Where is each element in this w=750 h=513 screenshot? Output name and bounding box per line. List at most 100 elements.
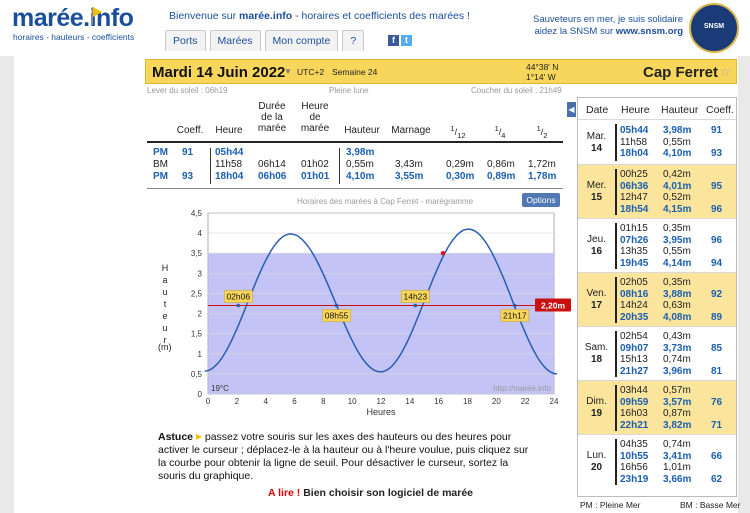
th-heure-maree: Heure de marée xyxy=(297,101,333,134)
twitter-icon[interactable]: t xyxy=(401,35,412,46)
y-axis-letter: t xyxy=(163,299,167,309)
nav-marees[interactable]: Marées xyxy=(209,30,261,51)
crossing-label: 14h23 xyxy=(403,292,427,302)
day-label: Sam. 18 xyxy=(578,342,615,366)
day-coeff: 76 xyxy=(711,396,723,408)
sb-h-date: Date xyxy=(586,104,609,116)
table-divider xyxy=(147,141,563,143)
date-header: Mardi 14 Juin 2022 ▼ UTC+2 Semaine 24 44… xyxy=(145,59,737,84)
th-duree-3: marée xyxy=(257,123,287,134)
x-tick-label: 12 xyxy=(377,397,386,406)
day-height: 3,57m xyxy=(663,396,692,408)
day-height: 3,88m xyxy=(663,288,692,300)
alire-link[interactable]: A lire ! Bien choisir son logiciel de ma… xyxy=(268,487,473,499)
day-coeff: 94 xyxy=(711,257,723,269)
th-1-4: 1/4 xyxy=(494,124,506,140)
day-label: Jeu. 16 xyxy=(578,234,615,258)
collapse-sidebar-icon[interactable]: ◀ xyxy=(567,102,576,117)
crossing-point xyxy=(236,303,241,308)
day-coeff: 85 xyxy=(711,342,723,354)
th-hauteur: Hauteur xyxy=(344,125,380,136)
th-hm-1: Heure xyxy=(301,101,329,112)
threshold-label-bg xyxy=(535,298,571,312)
day-block[interactable]: Mar. 14 05h44 3,98m 91 11h58 0,55m 18h04 4,10m 93 xyxy=(578,119,736,164)
nav-help[interactable]: ? xyxy=(342,30,365,51)
x-tick-label: 20 xyxy=(492,397,501,406)
day-name: Mer. xyxy=(586,180,607,191)
tide-cell-duree: 06h06 xyxy=(258,171,287,182)
welcome-text: Bienvenue sur marée.info - horaires et c… xyxy=(169,10,470,22)
y-tick-label: 2,5 xyxy=(191,289,203,298)
site-logo[interactable]: marée.info xyxy=(12,4,134,32)
favorite-star-icon[interactable]: ☆ xyxy=(720,65,731,79)
day-coeff: 71 xyxy=(711,419,723,431)
nav-ports[interactable]: Ports xyxy=(165,30,206,51)
temperature-label: 19°C xyxy=(211,384,229,393)
day-label: Mar. 14 xyxy=(578,131,615,155)
day-name: Sam. xyxy=(584,342,609,353)
sb-h-coeff: Coeff. xyxy=(706,104,734,116)
welcome-site: marée.info xyxy=(239,10,293,22)
tide-cell-f4: 0,89m xyxy=(487,171,516,182)
header-week: Semaine 24 xyxy=(332,67,378,77)
day-block[interactable]: Mer. 15 00h25 0,42m 06h36 4,01m 95 12h47 0,52m 18… xyxy=(578,164,736,218)
snsm-logo[interactable]: SNSM xyxy=(689,3,739,53)
header-date[interactable]: Mardi 14 Juin 2022 xyxy=(152,64,286,81)
x-tick-label: 6 xyxy=(292,397,297,406)
day-number: 15 xyxy=(590,192,603,203)
day-height: 3,73m xyxy=(663,342,692,354)
day-coeff: 66 xyxy=(711,450,723,462)
day-time: 09h07 xyxy=(620,342,649,354)
y-tick-label: 4,5 xyxy=(191,209,203,218)
x-tick-label: 2 xyxy=(235,397,240,406)
chevron-down-icon[interactable]: ▼ xyxy=(284,67,292,76)
crossing-label-bg xyxy=(223,290,253,303)
tide-cell-coeff: 91 xyxy=(182,147,194,158)
day-height: 0,57m xyxy=(663,385,691,396)
tide-cell-marnage: 3,55m xyxy=(395,171,424,182)
x-tick-label: 8 xyxy=(321,397,326,406)
day-separator xyxy=(615,331,617,377)
day-time: 01h15 xyxy=(620,223,648,234)
options-button[interactable]: Options xyxy=(522,193,560,207)
chart-title: Horaires des marées à Cap Ferret - marég… xyxy=(296,197,474,206)
tide-cell-f4: 0,86m xyxy=(487,159,515,170)
tide-cell-f12: 0,30m xyxy=(446,171,475,182)
day-height: 4,01m xyxy=(663,180,692,192)
day-separator xyxy=(615,223,617,269)
day-time: 21h27 xyxy=(620,365,649,377)
nav-mon-compte[interactable]: Mon compte xyxy=(264,30,339,51)
crossing-point xyxy=(334,303,339,308)
day-number: 17 xyxy=(590,300,603,311)
flag-icon xyxy=(195,434,202,440)
threshold-label: 2,20m xyxy=(541,301,566,311)
day-time: 20h35 xyxy=(620,311,649,323)
day-time: 16h56 xyxy=(620,462,648,473)
day-block[interactable]: Sam. 18 02h54 0,43m 09h07 3,73m 85 15h13 0,74m 21… xyxy=(578,326,736,380)
day-block[interactable]: Lun. 20 04h35 0,74m 10h55 3,41m 66 16h56 1,01m 23… xyxy=(578,434,736,488)
tide-curve xyxy=(204,228,557,375)
x-tick-label: 10 xyxy=(348,397,357,406)
snsm-link[interactable]: www.snsm.org xyxy=(615,26,683,37)
th-duree: Durée de la marée xyxy=(254,101,290,134)
th-duree-2: de la xyxy=(261,112,283,123)
crossing-label: 08h55 xyxy=(325,311,349,321)
social-links: f t xyxy=(388,35,412,46)
tip-body: passez votre souris sur les axes des hau… xyxy=(158,431,529,482)
snsm-promo[interactable]: Sauveteurs en mer, je suis solidaire aid… xyxy=(505,14,683,38)
day-block[interactable]: Ven. 17 02h05 0,35m 08h16 3,88m 92 14h24 0,63m 20… xyxy=(578,272,736,326)
facebook-icon[interactable]: f xyxy=(388,35,399,46)
th-coeff: Coeff. xyxy=(176,125,204,136)
col-sep-2 xyxy=(339,148,340,184)
day-height: 3,98m xyxy=(663,125,692,136)
day-height: 3,82m xyxy=(663,419,692,431)
day-coeff: 93 xyxy=(711,148,723,159)
day-block[interactable]: Jeu. 16 01h15 0,35m 07h26 3,95m 96 13h35 0,55m 19… xyxy=(578,218,736,272)
day-height: 0,35m xyxy=(663,223,691,234)
flag-icon-pole xyxy=(92,7,93,25)
day-block[interactable]: Dim. 19 03h44 0,57m 09h59 3,57m 76 16h03 0,87m 22… xyxy=(578,380,736,434)
sb-h-heure: Heure xyxy=(621,104,650,116)
crossing-label-bg xyxy=(401,290,430,303)
th-1-12: 1/12 xyxy=(450,124,466,140)
